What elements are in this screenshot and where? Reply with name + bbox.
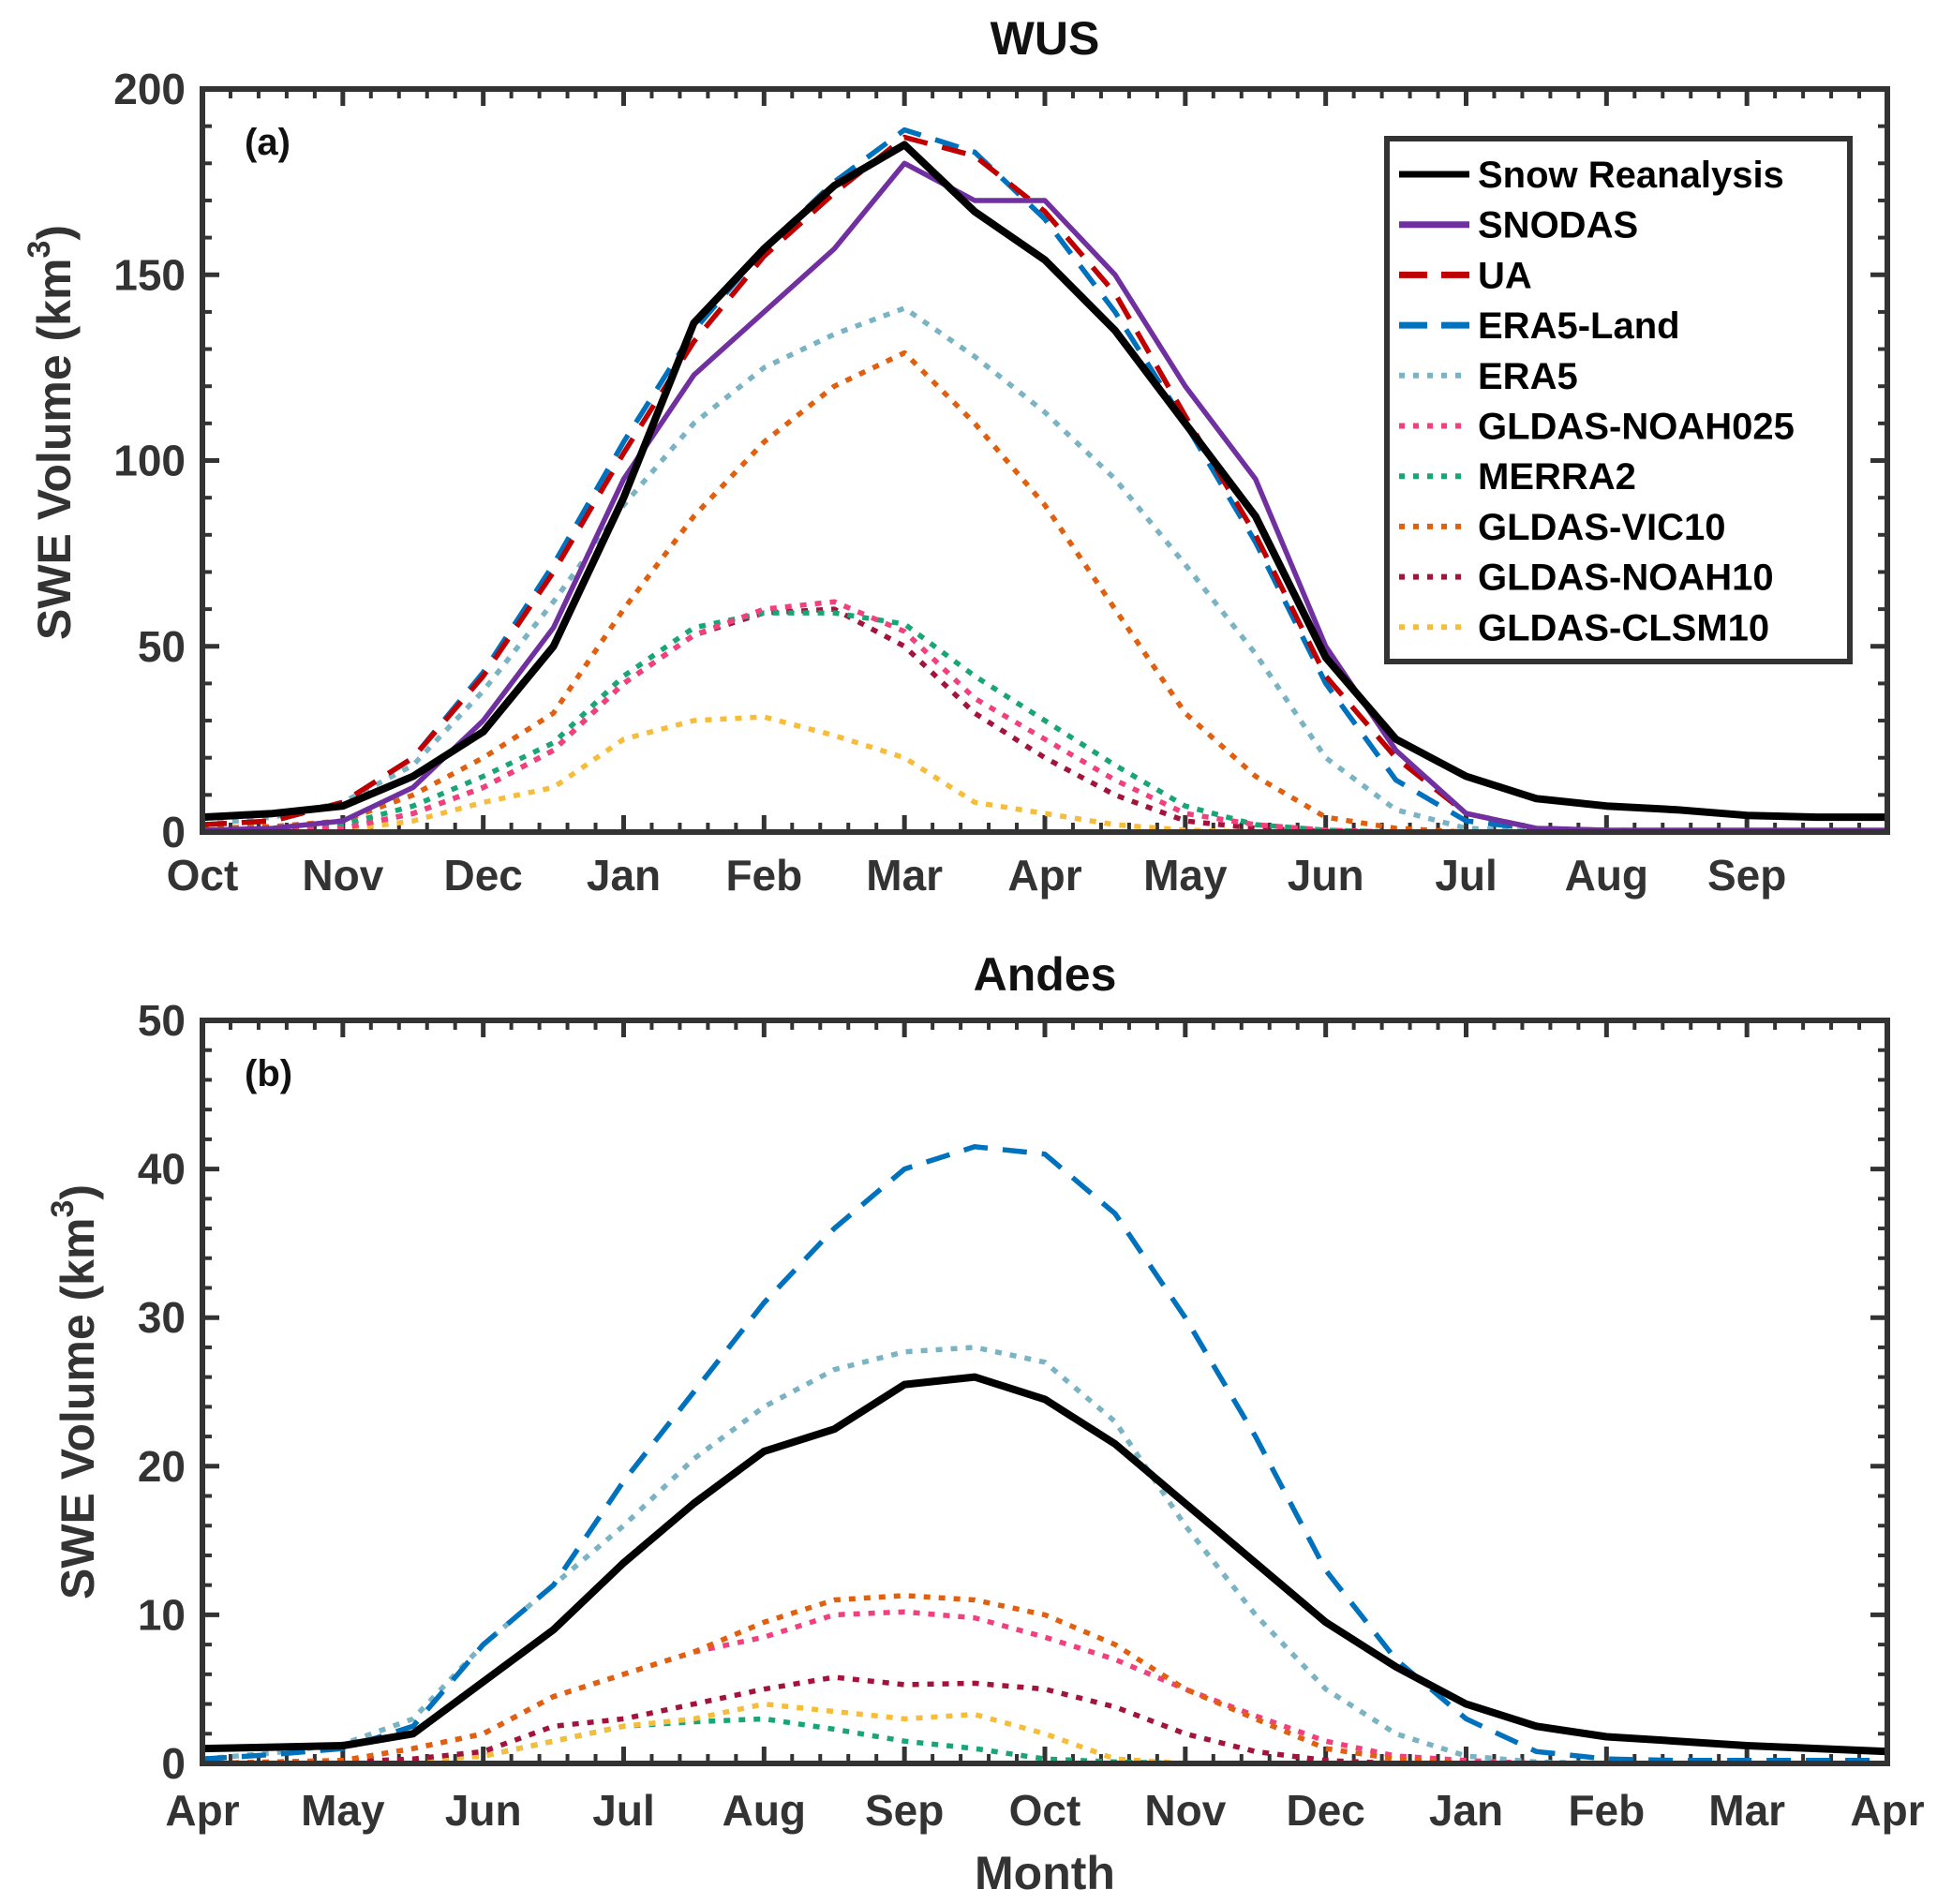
x-tick-label: Jun bbox=[445, 1786, 522, 1835]
x-tick-label: Mar bbox=[1708, 1786, 1785, 1835]
x-tick-label: Apr bbox=[1850, 1786, 1924, 1835]
panel-label: (b) bbox=[245, 1053, 292, 1094]
legend-entry: ERA5-Land bbox=[1478, 305, 1680, 347]
legend-entry: UA bbox=[1478, 255, 1532, 296]
y-axis-label-text: SWE Volume (km bbox=[28, 259, 81, 640]
y-axis-label: SWE Volume (km3) bbox=[45, 1184, 104, 1599]
legend-entry: GLDAS-CLSM10 bbox=[1478, 607, 1769, 648]
x-tick-label: Apr bbox=[165, 1786, 239, 1835]
legend: Snow Reanalysis SNODAS UA ERA5-Land ERA5 GLDA… bbox=[1384, 136, 1853, 664]
legend-entry: Snow Reanalysis bbox=[1478, 155, 1784, 196]
x-tick-label: Feb bbox=[725, 851, 802, 900]
series-group bbox=[201, 1144, 1888, 1766]
x-tick-label: Mar bbox=[866, 851, 943, 900]
x-tick-label: May bbox=[301, 1786, 385, 1835]
x-tick-label: Oct bbox=[1009, 1786, 1081, 1835]
x-tick-label: Aug bbox=[723, 1786, 806, 1835]
x-tick-label: Jan bbox=[1429, 1786, 1503, 1835]
x-tick-label: Dec bbox=[443, 851, 522, 900]
y-tick-label: 0 bbox=[161, 808, 186, 856]
legend-entry: MERRA2 bbox=[1478, 456, 1636, 498]
y-axis-label: SWE Volume (km3) bbox=[22, 225, 81, 640]
y-axis-label-close: ) bbox=[28, 225, 81, 241]
y-tick-label: 0 bbox=[161, 1739, 186, 1788]
y-axis-label-superscript: 3 bbox=[22, 241, 57, 259]
series-line-gldas-clsm10 bbox=[202, 714, 1887, 835]
series-line-era5-land bbox=[201, 1144, 1887, 1763]
legend-entry: GLDAS-NOAH10 bbox=[1478, 558, 1774, 599]
x-tick-label: Jun bbox=[1288, 851, 1364, 900]
chart-title: Andes bbox=[974, 948, 1117, 1001]
series-line-snow-reanalysis bbox=[201, 1373, 1888, 1756]
legend-entry: GLDAS-NOAH025 bbox=[1478, 407, 1795, 448]
y-axis-label-superscript: 3 bbox=[45, 1200, 81, 1218]
x-tick-label: May bbox=[1143, 851, 1228, 900]
x-tick-label: Jan bbox=[587, 851, 661, 900]
panel-label: (a) bbox=[245, 122, 291, 163]
y-tick-label: 10 bbox=[138, 1590, 186, 1639]
y-axis-label-text: SWE Volume (km bbox=[52, 1218, 104, 1599]
y-tick-label: 100 bbox=[113, 437, 186, 485]
y-tick-label: 20 bbox=[138, 1442, 186, 1491]
y-tick-label: 50 bbox=[138, 622, 186, 671]
series-line-snow-reanalysis bbox=[201, 141, 1887, 822]
x-tick-label: Nov bbox=[302, 851, 383, 900]
series-line-era5 bbox=[201, 305, 1887, 835]
plot-frame bbox=[200, 86, 1890, 835]
legend-entry: SNODAS bbox=[1478, 205, 1638, 246]
plot-frame bbox=[200, 1018, 1890, 1766]
y-tick-label: 200 bbox=[113, 65, 186, 113]
chart-title: WUS bbox=[991, 12, 1100, 65]
x-tick-label: Jul bbox=[1435, 851, 1497, 900]
legend-entry: GLDAS-VIC10 bbox=[1478, 507, 1726, 548]
series-line-gldas-vic10 bbox=[201, 1593, 1887, 1766]
x-tick-label: Sep bbox=[1707, 851, 1786, 900]
x-tick-label: Apr bbox=[1007, 851, 1081, 900]
x-tick-label: Feb bbox=[1568, 1786, 1645, 1835]
y-tick-label: 150 bbox=[113, 250, 186, 299]
x-tick-label: Sep bbox=[865, 1786, 944, 1835]
x-tick-label: Dec bbox=[1286, 1786, 1364, 1835]
x-tick-label: Jul bbox=[592, 1786, 654, 1835]
x-tick-label: Aug bbox=[1565, 851, 1648, 900]
x-tick-label: Nov bbox=[1144, 1786, 1226, 1835]
legend-entry: ERA5 bbox=[1478, 356, 1578, 397]
panel-andes: Andes Apr May Jun Jul Aug Sep Oct Nov Dec Jan Feb Ma… bbox=[45, 948, 1925, 1899]
x-axis-label: Month bbox=[975, 1847, 1115, 1899]
y-tick-label: 40 bbox=[138, 1145, 186, 1194]
y-tick-label: 30 bbox=[138, 1293, 186, 1342]
y-axis-label-close: ) bbox=[52, 1184, 104, 1200]
x-tick-label: Oct bbox=[167, 851, 239, 900]
panel-wus: WUS Oct Nov Dec Jan Feb Mar Apr May Jun Jul Aug Sep 0… bbox=[22, 12, 1890, 900]
series-line-merra2 bbox=[201, 610, 1887, 835]
y-tick-label: 50 bbox=[138, 996, 186, 1045]
